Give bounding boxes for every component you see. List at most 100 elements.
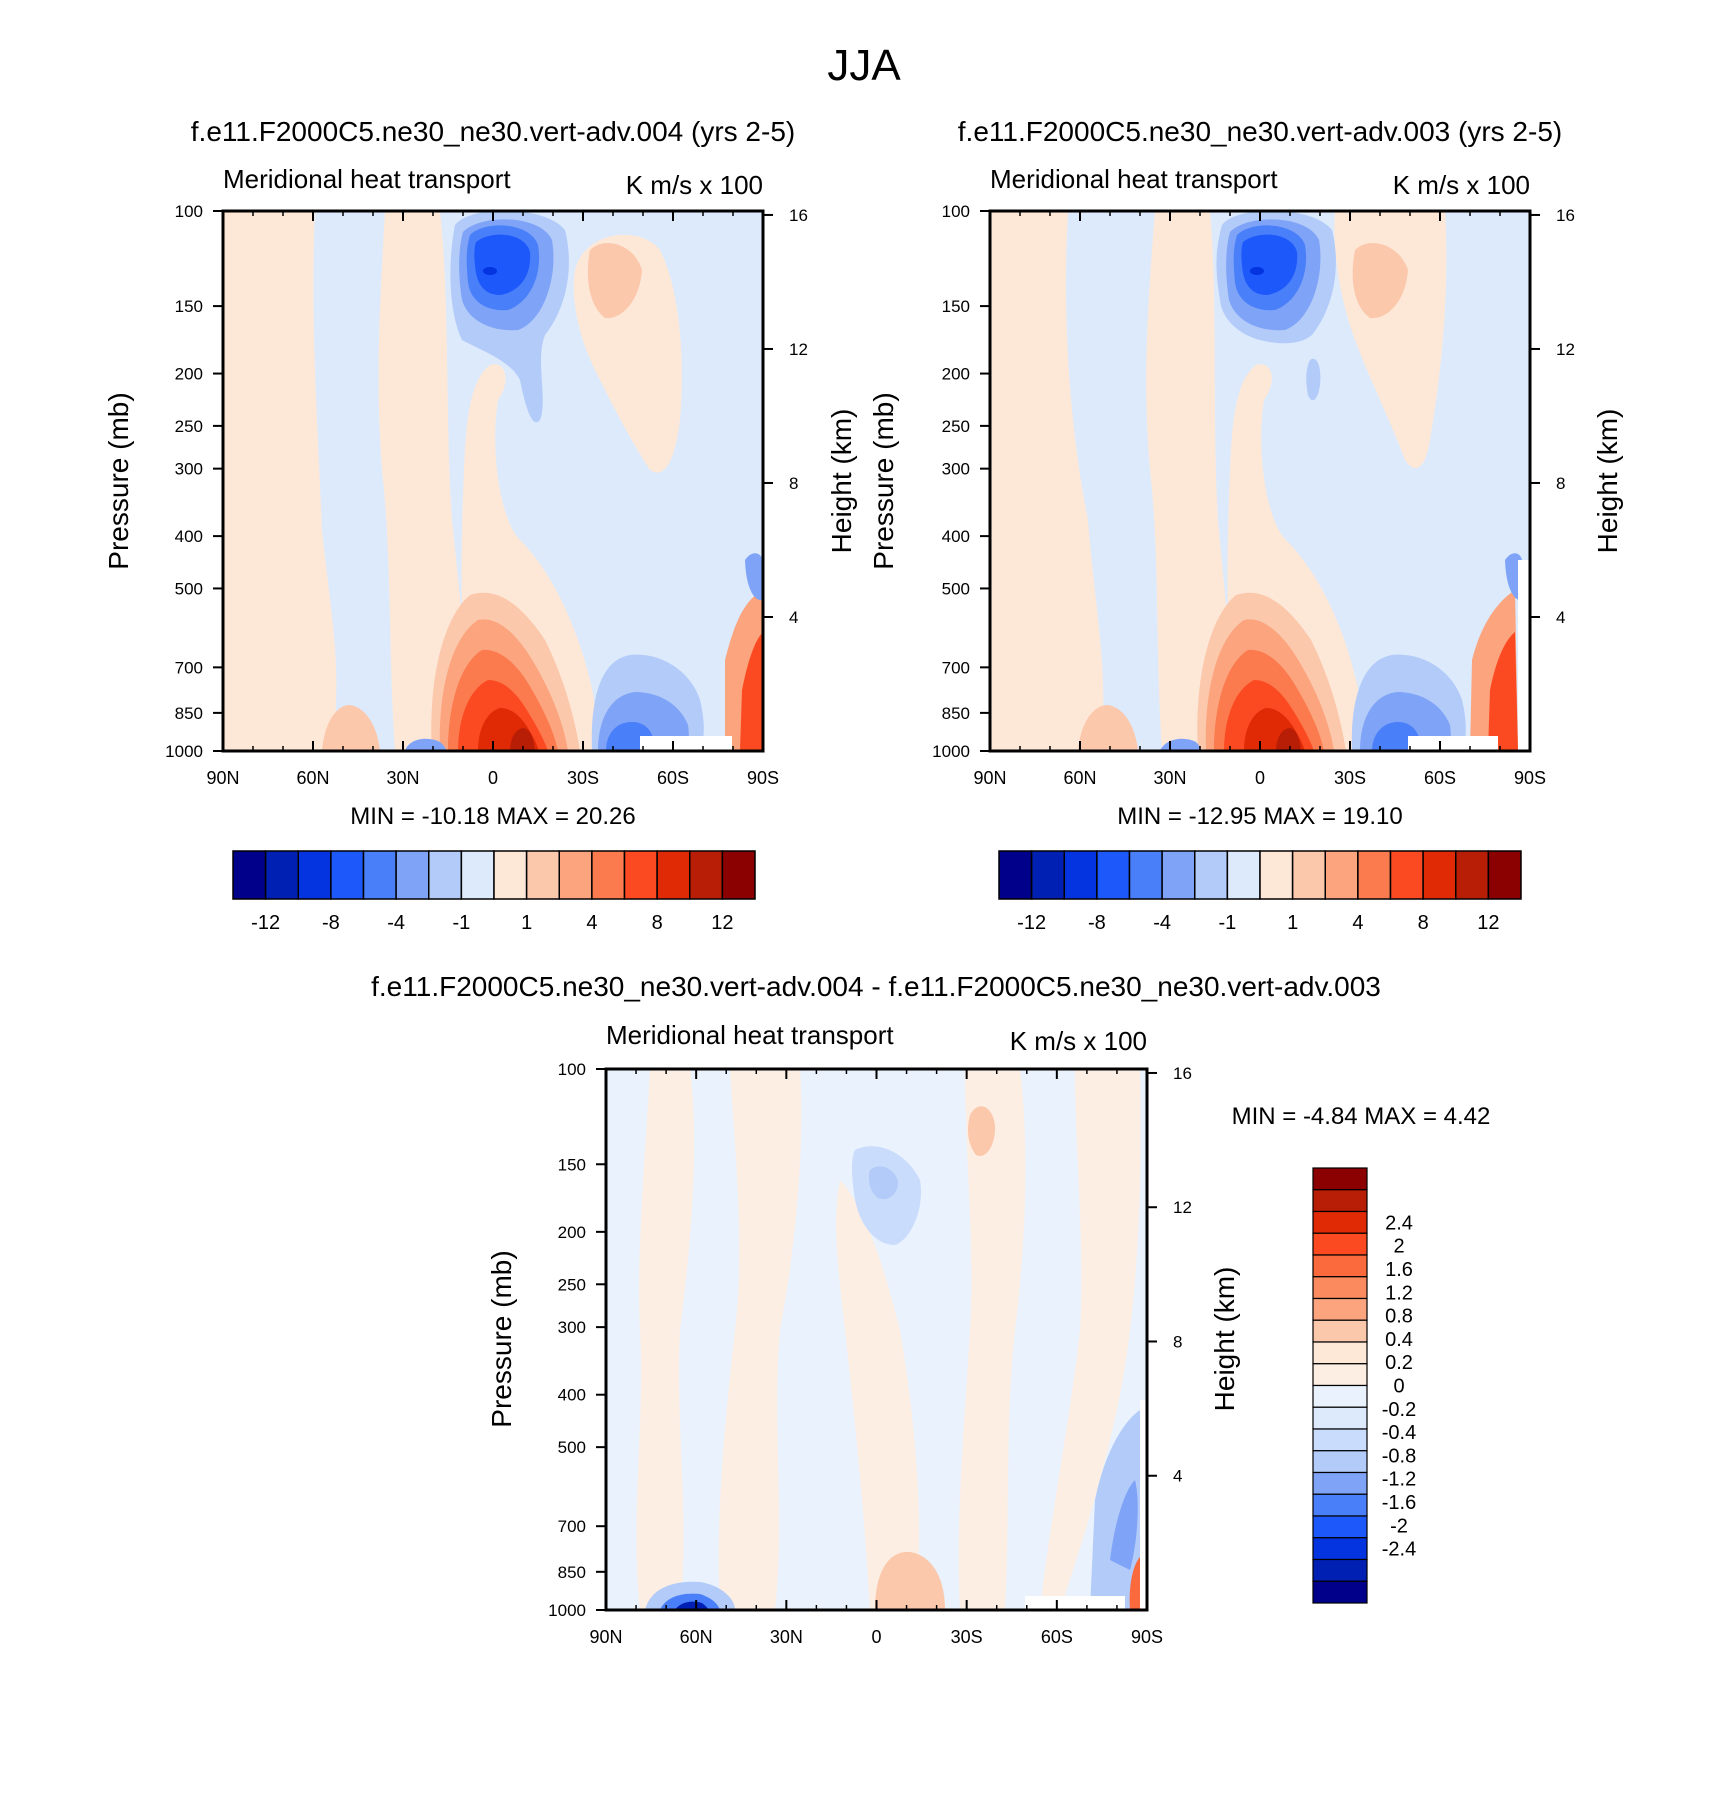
panel-004-left-label: Meridional heat transport — [223, 164, 511, 194]
field-warm-blob-upper — [968, 1106, 996, 1156]
panel-004-right-label: K m/s x 100 — [626, 170, 763, 200]
colorbar-swatch — [1030, 850, 1065, 900]
y-tick-label: 1000 — [548, 1601, 586, 1620]
colorbar-swatch — [395, 850, 430, 900]
colorbar-label: -0.2 — [1382, 1399, 1416, 1421]
field-warm-core-upper-south — [587, 242, 642, 319]
panel-diff-colorbar: 2.421.61.20.80.40.20-0.2-0.4-0.8-1.2-1.6… — [1312, 1167, 1416, 1604]
panel-diff-left-label: Meridional heat transport — [606, 1020, 894, 1050]
y-tick-label: 100 — [942, 202, 970, 221]
field-cool-core-upper — [868, 1166, 898, 1200]
panel-003-ylabel-right: Height (km) — [1592, 409, 1623, 554]
panel-004-axes: 90N 60N 30N 0 30S 60S 90S 100 150 200 250 300 400 500… — [165, 202, 808, 788]
y-tick-label: 250 — [942, 417, 970, 436]
y-tick-label: 400 — [175, 527, 203, 546]
colorbar-swatch — [1312, 1493, 1368, 1517]
field-warm-band-west — [990, 211, 1104, 751]
field-missing-data — [1025, 1596, 1125, 1610]
x-tick-label: 30N — [1153, 768, 1186, 788]
colorbar-swatch — [525, 850, 560, 900]
colorbar-swatch — [1312, 1471, 1368, 1495]
colorbar-swatch — [1312, 1167, 1368, 1191]
y-tick-label: 200 — [942, 365, 970, 384]
y-tick-label: 500 — [175, 579, 203, 598]
colorbar-label: -4 — [387, 912, 405, 934]
panel-003-stats: MIN = -12.95 MAX = 19.10 — [1117, 803, 1402, 830]
y-right-tick-label: 4 — [1556, 608, 1565, 627]
panel-diff-right-label: K m/s x 100 — [1010, 1026, 1147, 1056]
colorbar-swatch — [1312, 1232, 1368, 1256]
y-tick-label: 500 — [558, 1438, 586, 1457]
y-tick-label: 1000 — [932, 742, 970, 761]
colorbar-label: 2.4 — [1385, 1212, 1413, 1234]
y-tick-label: 300 — [175, 460, 203, 479]
panel-003-right-label: K m/s x 100 — [1393, 170, 1530, 200]
x-tick-label: 60S — [1041, 1627, 1073, 1647]
panel-004-field — [223, 211, 763, 751]
colorbar-swatch — [1312, 1384, 1368, 1408]
field-antarctic-warm-2 — [740, 632, 763, 751]
colorbar-label: 12 — [711, 912, 733, 934]
colorbar-swatch — [1312, 1580, 1368, 1604]
colorbar-swatch — [264, 850, 299, 900]
field-cool-jet-level-4 — [474, 234, 531, 295]
x-tick-label: 30S — [567, 768, 599, 788]
y-right-tick-label: 12 — [1556, 340, 1575, 359]
colorbar-label: -12 — [1017, 912, 1046, 934]
colorbar-label: 1 — [1287, 912, 1298, 934]
colorbar-swatch — [1389, 850, 1424, 900]
colorbar-swatch — [1422, 850, 1457, 900]
y-tick-label: 500 — [942, 579, 970, 598]
x-tick-label: 60S — [657, 768, 689, 788]
colorbar-swatch — [656, 850, 691, 900]
panel-diff-field — [606, 1069, 1147, 1610]
y-right-tick-label: 4 — [789, 608, 798, 627]
y-tick-label: 250 — [558, 1275, 586, 1294]
panel-003-field — [990, 211, 1530, 751]
colorbar-swatch — [1226, 850, 1261, 900]
field-missing-data — [1408, 736, 1498, 751]
colorbar-swatch — [1312, 1537, 1368, 1561]
panel-003-colorbar: -12 -8 -4 -1 1 4 8 12 — [998, 850, 1522, 934]
field-warm-band-4 — [958, 1069, 1026, 1610]
panel-003-title: f.e11.F2000C5.ne30_ne30.vert-adv.003 (yr… — [958, 116, 1562, 147]
colorbar-swatch — [1312, 1450, 1368, 1474]
field-warm-band-30n — [378, 211, 470, 751]
field-warm-lobe-core — [1276, 728, 1301, 751]
field-missing-edge — [1518, 560, 1530, 751]
panel-diff-title: f.e11.F2000C5.ne30_ne30.vert-adv.004 - f… — [371, 971, 1381, 1002]
colorbar-swatch — [1312, 1363, 1368, 1387]
colorbar-label: 2 — [1393, 1236, 1404, 1258]
x-tick-label: 0 — [871, 1627, 881, 1647]
colorbar-swatch — [1161, 850, 1196, 900]
colorbar-label: 12 — [1477, 912, 1499, 934]
y-right-tick-label: 16 — [789, 206, 808, 225]
y-tick-label: 150 — [558, 1155, 586, 1174]
panel-004-ylabel-right: Height (km) — [826, 409, 857, 554]
colorbar-label: -12 — [251, 912, 280, 934]
field-cool-north-surface — [405, 738, 446, 751]
y-right-tick-label: 16 — [1173, 1064, 1192, 1083]
panel-004: f.e11.F2000C5.ne30_ne30.vert-adv.004 (yr… — [103, 116, 857, 934]
colorbar-swatch — [721, 850, 756, 900]
colorbar-swatch — [330, 850, 365, 900]
colorbar-label: -4 — [1153, 912, 1171, 934]
field-antarctic-cool-2 — [1110, 1480, 1138, 1570]
y-tick-label: 700 — [558, 1517, 586, 1536]
y-tick-label: 850 — [175, 704, 203, 723]
colorbar-swatch — [591, 850, 626, 900]
colorbar-label: 1 — [521, 912, 532, 934]
panel-diff: f.e11.F2000C5.ne30_ne30.vert-adv.004 - f… — [371, 971, 1490, 1647]
x-tick-label: 30S — [1334, 768, 1366, 788]
colorbar-label: 0.4 — [1385, 1329, 1413, 1351]
field-missing-edge — [1140, 1400, 1147, 1610]
y-tick-label: 700 — [175, 658, 203, 677]
field-warm-north-surface — [322, 705, 380, 751]
field-missing-data — [640, 736, 732, 751]
x-tick-label: 30S — [951, 1627, 983, 1647]
x-tick-label: 90N — [206, 768, 239, 788]
colorbar-label: 8 — [1418, 912, 1429, 934]
colorbar-label: 0 — [1393, 1376, 1404, 1398]
colorbar-swatch — [428, 850, 463, 900]
